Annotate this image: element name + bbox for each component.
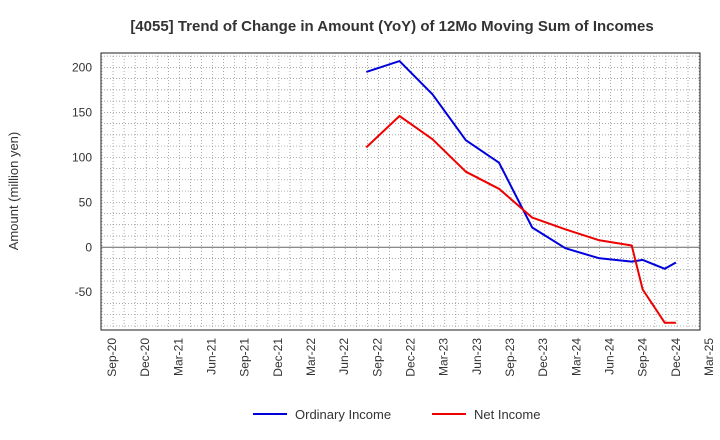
x-axis-ticks: Sep-20 Dec-20 Mar-21 Jun-21 Sep-21 Dec-21 Mar-… [105,338,716,377]
x-tick-label: Jun-21 [205,338,219,375]
y-tick-label: 0 [85,240,92,254]
x-tick-label: Sep-20 [105,338,119,377]
x-tick-label: Dec-21 [271,338,285,377]
legend: Ordinary Income Net Income [253,407,540,422]
x-tick-label: Mar-24 [569,338,583,376]
y-tick-label: 150 [72,105,92,119]
x-tick-label: Sep-24 [636,338,650,377]
y-tick-label: 100 [72,150,92,164]
y-tick-label: -50 [75,285,93,299]
net-income-line [365,115,676,324]
x-tick-label: Sep-21 [238,338,252,377]
legend-label-ordinary-income: Ordinary Income [295,407,391,422]
x-tick-label: Jun-24 [603,338,617,375]
y-axis-label: Amount (million yen) [6,132,21,251]
x-tick-label: Sep-22 [370,338,384,377]
x-tick-label: Jun-23 [470,338,484,375]
series-lines [365,60,677,324]
x-tick-label: Dec-22 [404,338,418,377]
x-tick-label: Dec-20 [138,338,152,377]
x-tick-label: Mar-23 [437,338,451,376]
y-tick-label: 50 [79,195,93,209]
x-tick-label: Mar-25 [702,338,716,376]
x-tick-label: Dec-24 [669,338,683,377]
ordinary-income-line [365,60,677,270]
x-tick-label: Mar-21 [171,338,185,376]
x-tick-label: Mar-22 [304,338,318,376]
x-tick-label: Jun-22 [337,338,351,375]
grid [101,53,700,330]
y-axis-ticks: 200 150 100 50 0 -50 [72,60,92,299]
x-tick-label: Sep-23 [503,338,517,377]
legend-label-net-income: Net Income [474,407,540,422]
x-tick-label: Dec-23 [536,338,550,377]
chart-title: [4055] Trend of Change in Amount (YoY) o… [130,18,653,35]
y-tick-label: 200 [72,60,92,74]
